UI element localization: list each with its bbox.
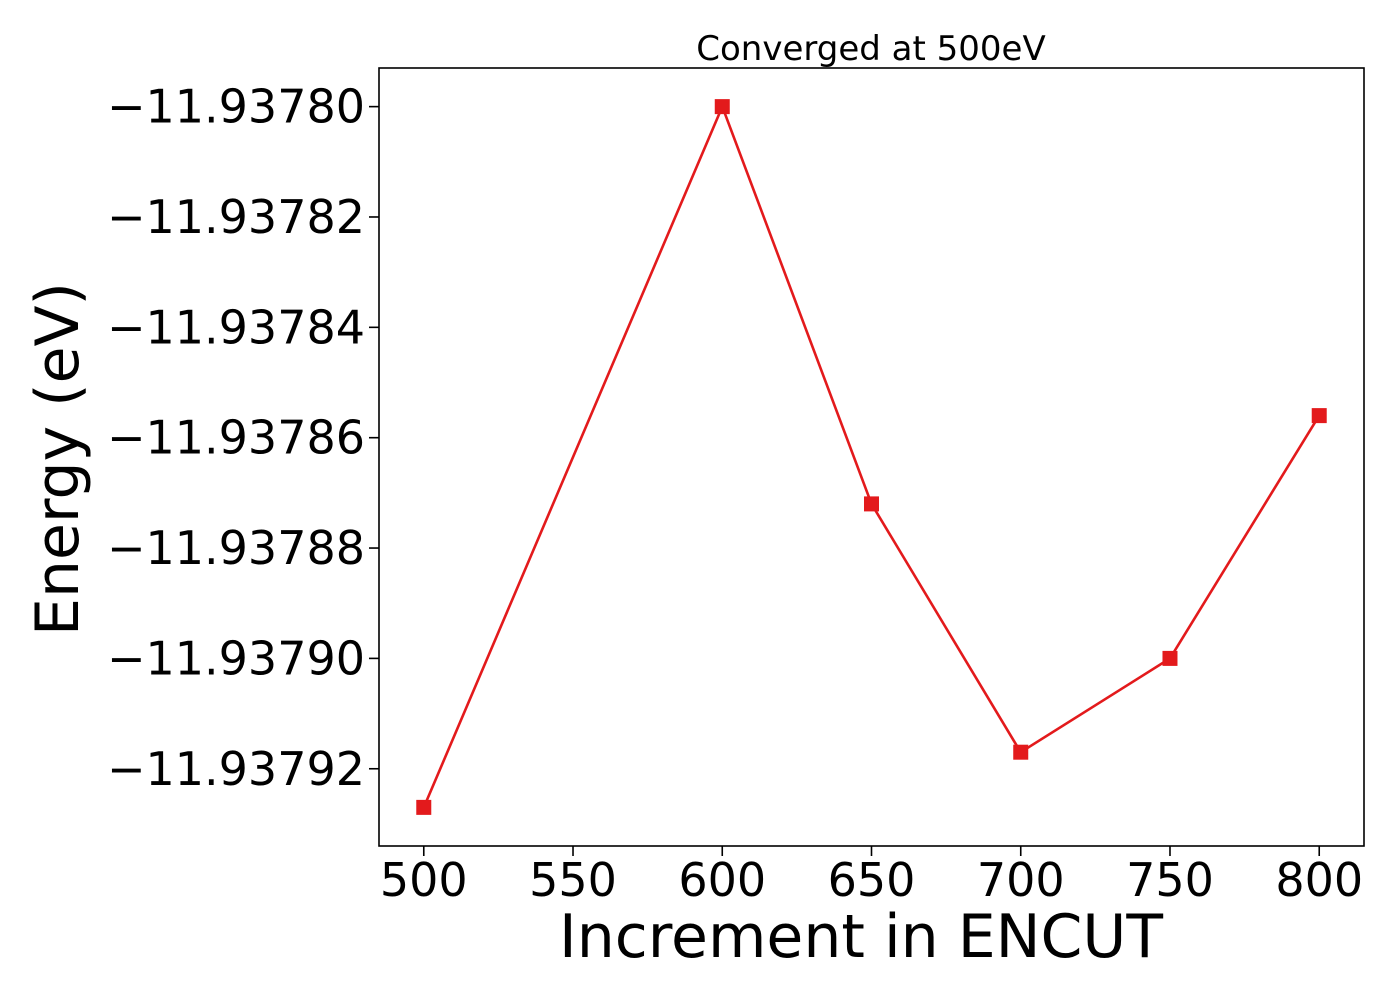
x-ticks: 500 550 600 650 700 750 800	[380, 846, 1363, 907]
y-tick-label: −11.93784	[107, 300, 365, 354]
data-point-marker	[416, 799, 432, 815]
plot-series	[416, 99, 1327, 815]
y-ticks: −11.93780 −11.93782 −11.93784 −11.93786 −11.…	[107, 80, 379, 796]
data-point-marker	[1311, 408, 1327, 424]
data-point-marker	[864, 496, 879, 512]
y-tick-label: −11.93786	[107, 411, 365, 465]
data-point-marker	[1162, 650, 1178, 666]
x-tick-label: 750	[1126, 853, 1214, 907]
data-point-marker	[714, 99, 730, 115]
series-line	[422, 103, 1321, 808]
y-tick-label: −11.93790	[107, 631, 365, 685]
x-tick-label: 700	[977, 853, 1065, 907]
x-tick-label: 800	[1275, 853, 1363, 907]
data-point-marker	[1013, 744, 1029, 760]
y-tick-label: −11.93792	[107, 742, 365, 796]
chart-title: Converged at 500eV	[696, 29, 1045, 69]
x-axis-label: Increment in ENCUT	[559, 902, 1163, 972]
x-tick-label: 650	[828, 853, 916, 907]
x-tick-label: 500	[380, 853, 468, 907]
y-tick-label: −11.93780	[107, 80, 365, 134]
x-tick-label: 550	[529, 853, 617, 907]
y-axis-label: Energy (eV)	[23, 282, 93, 636]
x-tick-label: 600	[678, 853, 766, 907]
y-tick-label: −11.93788	[107, 521, 365, 575]
y-tick-label: −11.93782	[107, 190, 365, 244]
plot-frame	[378, 67, 1365, 847]
